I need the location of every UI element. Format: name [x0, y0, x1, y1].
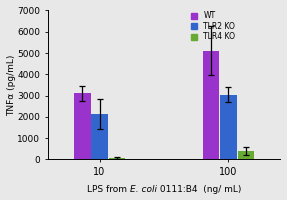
Bar: [74, 93, 90, 159]
Bar: [108, 158, 125, 159]
Y-axis label: TNFα (pg/mL): TNFα (pg/mL): [7, 54, 16, 116]
Legend: WT, TLR2 KO, TLR4 KO: WT, TLR2 KO, TLR4 KO: [191, 11, 235, 41]
Bar: [203, 51, 220, 159]
Bar: [220, 95, 237, 159]
Bar: [238, 151, 254, 159]
Bar: [91, 114, 108, 159]
Text: 0111:B4  (ng/ mL): 0111:B4 (ng/ mL): [157, 185, 241, 194]
Text: LPS from: LPS from: [87, 185, 130, 194]
Text: E. coli: E. coli: [130, 185, 157, 194]
